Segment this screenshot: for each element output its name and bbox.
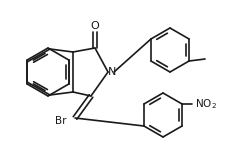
Text: NO$_2$: NO$_2$ xyxy=(195,97,217,111)
Text: O: O xyxy=(91,21,99,31)
Text: N: N xyxy=(108,67,116,77)
Text: Br: Br xyxy=(55,116,67,126)
